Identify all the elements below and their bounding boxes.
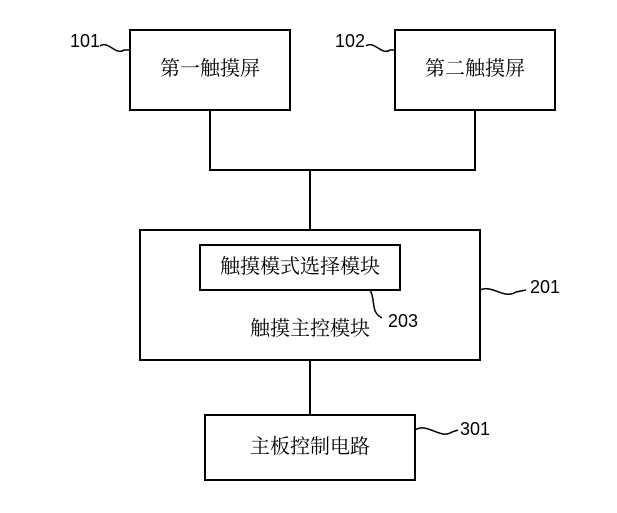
ref-301: 301 <box>460 419 490 439</box>
ref-201: 201 <box>530 277 560 297</box>
ref-101: 101 <box>70 31 100 51</box>
edge-n1-n3 <box>210 110 310 230</box>
ref-102: 102 <box>335 31 365 51</box>
ref-203: 203 <box>388 311 418 331</box>
leader-101 <box>100 45 130 52</box>
leader-102 <box>366 45 395 52</box>
edge-n2-n3 <box>310 110 475 170</box>
node-first-touchscreen-label: 第一触摸屏 <box>160 52 260 81</box>
leader-201 <box>480 289 526 295</box>
node-touch-mode-select-label: 触摸模式选择模块 <box>220 250 380 279</box>
node-mainboard-circuit-label: 主板控制电路 <box>250 430 370 459</box>
block-diagram: 第一触摸屏 第二触摸屏 触摸主控模块 触摸模式选择模块 主板控制电路 101 1… <box>0 0 617 513</box>
leader-301 <box>415 428 458 434</box>
node-second-touchscreen-label: 第二触摸屏 <box>425 52 525 81</box>
node-touch-main-module-label: 触摸主控模块 <box>250 312 370 341</box>
